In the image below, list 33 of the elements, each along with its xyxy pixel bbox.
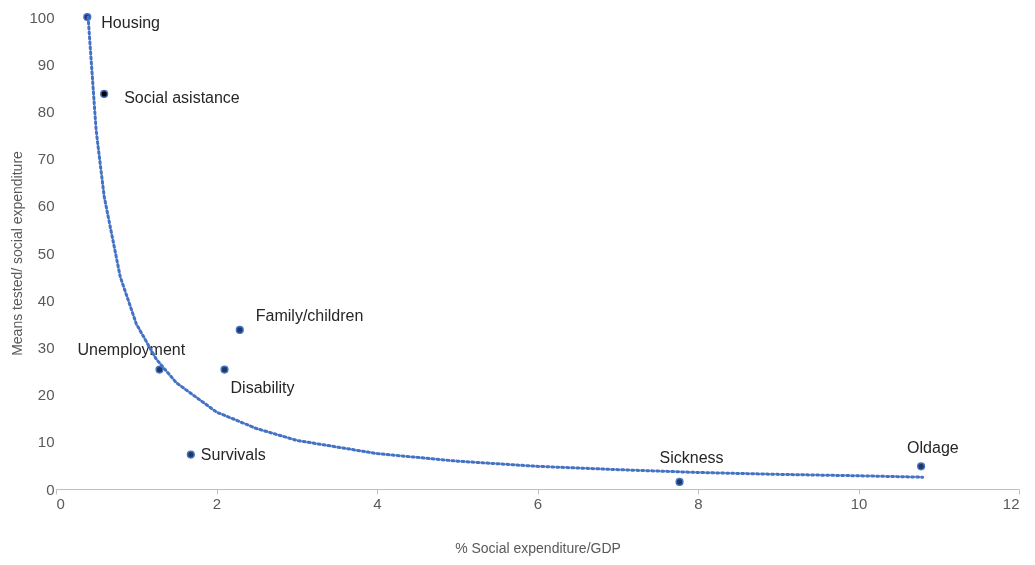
series-label: Social asistance — [124, 88, 240, 106]
x-tick-label: 12 — [1002, 494, 1020, 512]
x-tick-label: 2 — [212, 494, 222, 512]
series-label: Disability — [230, 378, 295, 396]
x-tick-label: 8 — [694, 494, 703, 512]
series-label: Family/children — [255, 306, 364, 324]
point — [916, 462, 926, 471]
y-tick-label: 90 — [37, 55, 55, 73]
y-tick-label: 60 — [37, 197, 55, 215]
y-tick-label: 40 — [37, 291, 55, 309]
y-tick-label: 10 — [37, 433, 55, 451]
point — [235, 325, 244, 335]
x-tick-label: 6 — [533, 494, 543, 512]
series-label: Survivals — [200, 445, 266, 463]
y-tick-label: 50 — [37, 244, 55, 262]
y-tick-label: 80 — [37, 102, 55, 120]
point — [155, 365, 164, 374]
point — [100, 89, 109, 99]
point — [220, 365, 229, 374]
y-tick-label: 30 — [37, 338, 55, 356]
point — [186, 450, 195, 459]
y-tick-label: 0 — [46, 480, 55, 498]
point — [675, 477, 684, 487]
x-tick-label: 10 — [850, 494, 868, 512]
y-tick-label: 70 — [37, 150, 55, 168]
x-tick-label: 4 — [373, 494, 382, 512]
y-axis-title: Means tested/ social expenditure — [9, 150, 26, 356]
x-axis-title: % Social expenditure/GDP — [455, 539, 621, 556]
y-tick-label: 20 — [37, 386, 55, 404]
y-tick-label: 100 — [29, 8, 55, 26]
series-label: Sickness — [659, 448, 724, 466]
series-label: Housing — [101, 14, 160, 31]
series-label: Oldage — [907, 439, 959, 457]
